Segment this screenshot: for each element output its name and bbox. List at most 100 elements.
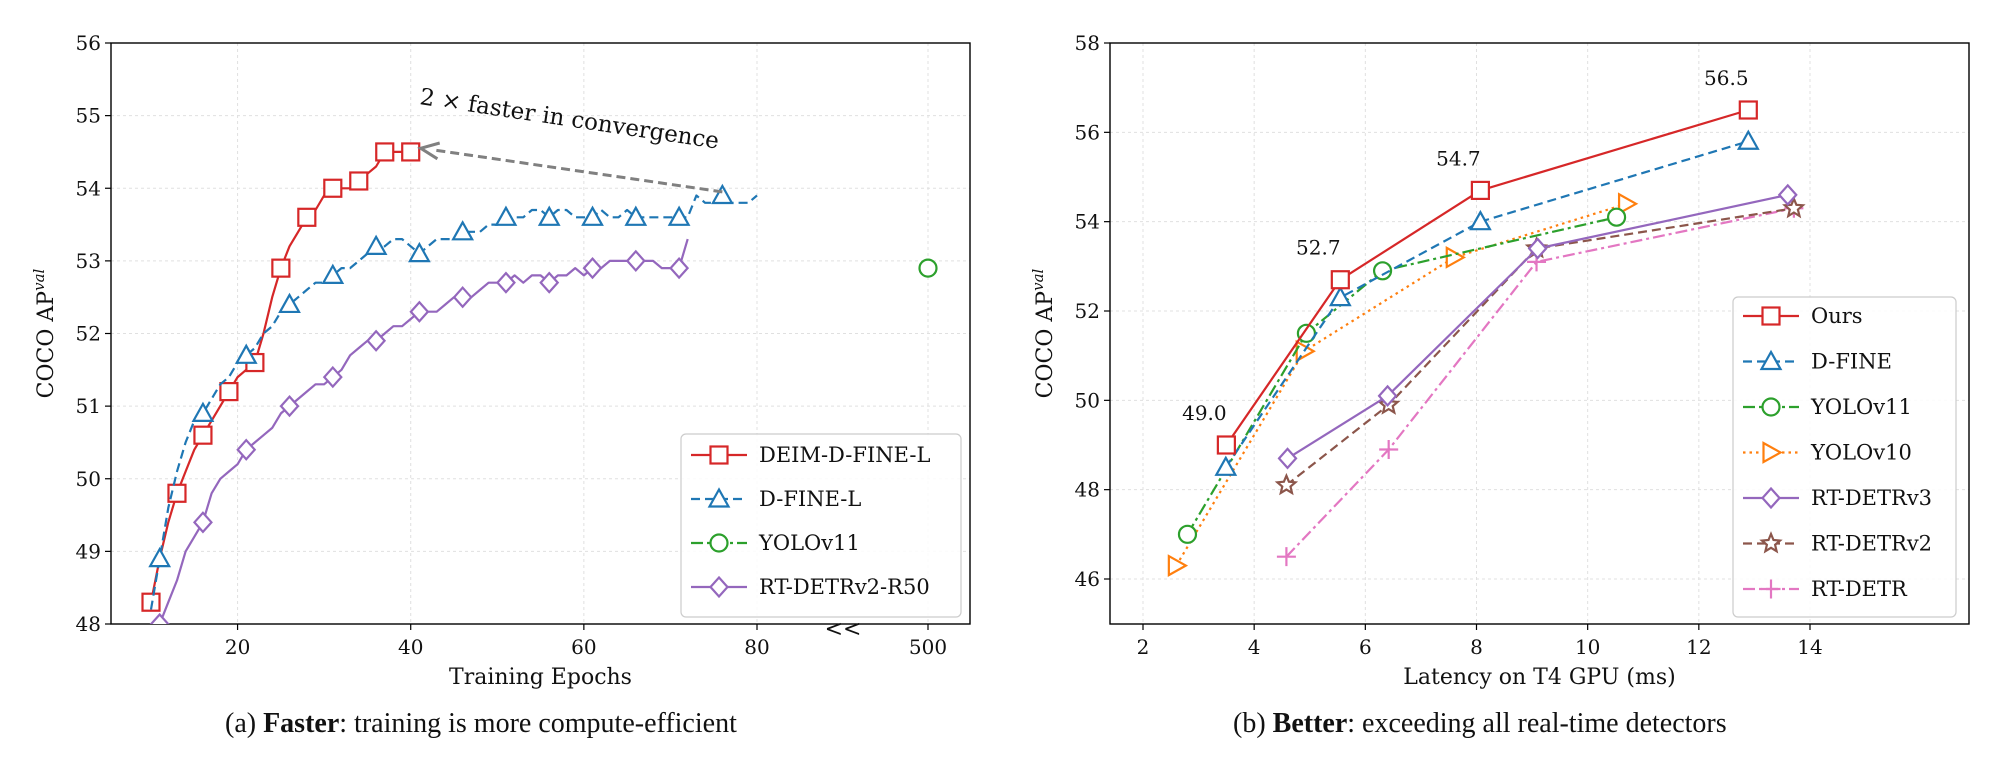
x-tick-label: 20 [225, 635, 250, 659]
data-point-marker [148, 546, 172, 568]
data-point-marker [409, 300, 430, 323]
legend-label: D-FINE [1811, 350, 1892, 374]
data-point-marker [1377, 384, 1398, 408]
legend-label: YOLOv11 [758, 531, 860, 555]
annotation-text: 2 × faster in convergence [418, 84, 721, 154]
data-point-marker [1372, 261, 1393, 281]
y-axis-label-superscript: val [1029, 268, 1047, 290]
data-point-marker [364, 234, 388, 255]
caption-a-prefix: (a) [225, 708, 264, 739]
panel-a-chart: 48 49 50 51 52 53 54 55 56 20 40 60 80 500 Training Ep… [30, 31, 971, 690]
axis-break-marker: << [825, 617, 862, 642]
data-point-marker [407, 241, 431, 263]
series-line [1225, 108, 1749, 446]
data-point-marker [1177, 524, 1198, 544]
data-point-marker [1216, 435, 1236, 455]
data-point-marker [322, 365, 343, 389]
x-tick-label: 4 [1248, 635, 1261, 659]
data-point-marker [918, 258, 938, 278]
series-yolov11 [1177, 207, 1627, 544]
caption-b-rest: : exceeding all real-time detectors [1347, 708, 1727, 739]
series-rt-detrv2-r50 [149, 238, 690, 624]
legend-box [680, 433, 962, 618]
caption-a-bold: Faster [263, 708, 340, 739]
data-point-marker [234, 343, 258, 364]
data-point-marker [191, 401, 215, 422]
series-line [157, 238, 689, 624]
data-point-marker [1276, 547, 1296, 567]
y-tick-label: 54 [1075, 210, 1100, 234]
legend-marker [1761, 579, 1781, 599]
y-axis-label-main: COCO AP [34, 291, 59, 399]
data-point-marker [219, 382, 239, 402]
x-axis-label: Latency on T4 GPU (ms) [1403, 665, 1675, 690]
y-tick-label: 52 [1075, 299, 1100, 323]
legend-label: D-FINE-L [759, 487, 861, 511]
legend-label: RT-DETRv3 [1811, 486, 1932, 510]
series-line [1286, 193, 1789, 460]
x-tick-label: 500 [909, 635, 947, 659]
data-point-marker [1214, 455, 1238, 476]
data-point-marker [236, 438, 257, 461]
legend-label: RT-DETR [1811, 577, 1908, 601]
x-tick-label: 2 [1137, 635, 1150, 659]
legend-marker [709, 533, 729, 553]
data-point-marker [1328, 285, 1352, 307]
data-point-marker [581, 205, 604, 226]
x-tick-label: 8 [1470, 635, 1483, 659]
x-tick-label: 40 [398, 635, 423, 659]
series-d-fine [1214, 129, 1760, 476]
data-point-marker [539, 271, 560, 294]
data-point-marker [149, 612, 170, 624]
data-point-marker [141, 592, 161, 612]
data-point-marker [495, 271, 516, 294]
data-point-marker [401, 142, 421, 162]
data-point-marker [321, 263, 345, 284]
data-point-marker [1379, 439, 1399, 459]
data-point-marker [1736, 129, 1760, 150]
y-tick-label: 56 [76, 31, 101, 55]
y-tick-label: 52 [76, 322, 101, 346]
data-point-marker [451, 220, 475, 241]
series-yolov11 [918, 258, 938, 278]
data-point-marker [624, 205, 648, 226]
data-point-marker [537, 205, 561, 226]
annotation-arrow-head [417, 141, 441, 161]
data-point-marker [1470, 180, 1490, 200]
caption-b: (b) Better: exceeding all real-time dete… [1233, 708, 1727, 740]
y-tick-label: 50 [1075, 388, 1100, 412]
point-label: 52.7 [1296, 236, 1341, 260]
y-tick-label: 56 [1075, 120, 1100, 144]
x-tick-label: 10 [1575, 635, 1600, 659]
legend-marker [1761, 397, 1781, 417]
legend-box [1732, 296, 1957, 618]
caption-b-prefix: (b) [1233, 708, 1273, 739]
legend-label: Ours [1811, 304, 1863, 328]
data-point-marker [193, 425, 213, 445]
data-point-marker [366, 329, 387, 352]
legend-marker [1761, 306, 1781, 326]
data-point-marker [1277, 447, 1298, 470]
data-point-marker [1274, 472, 1299, 496]
data-point-marker [1738, 100, 1758, 120]
data-point-marker [349, 171, 369, 191]
y-axis-label-main: COCO AP [1033, 291, 1058, 399]
legend-marker [1762, 441, 1783, 464]
x-tick-label: 80 [744, 635, 769, 659]
y-axis-label: COCO APval [30, 268, 59, 398]
y-tick-label: 51 [76, 394, 101, 418]
point-label: 56.5 [1704, 66, 1749, 90]
data-point-marker [669, 256, 690, 280]
y-tick-label: 55 [76, 104, 101, 128]
y-tick-label: 48 [1075, 478, 1100, 502]
y-axis-label-superscript: val [30, 268, 48, 290]
data-point-marker [375, 142, 395, 162]
legend: Ours D-FINE YOLOv11 YOLOv10 RT-DETRv3 RT-DETR… [1732, 296, 1957, 618]
annotation-arrow-line [432, 148, 723, 194]
series-line [1285, 207, 1795, 558]
data-point-marker [710, 183, 734, 205]
point-label: 54.7 [1436, 146, 1481, 170]
y-axis-label: COCO APval [1029, 268, 1058, 398]
